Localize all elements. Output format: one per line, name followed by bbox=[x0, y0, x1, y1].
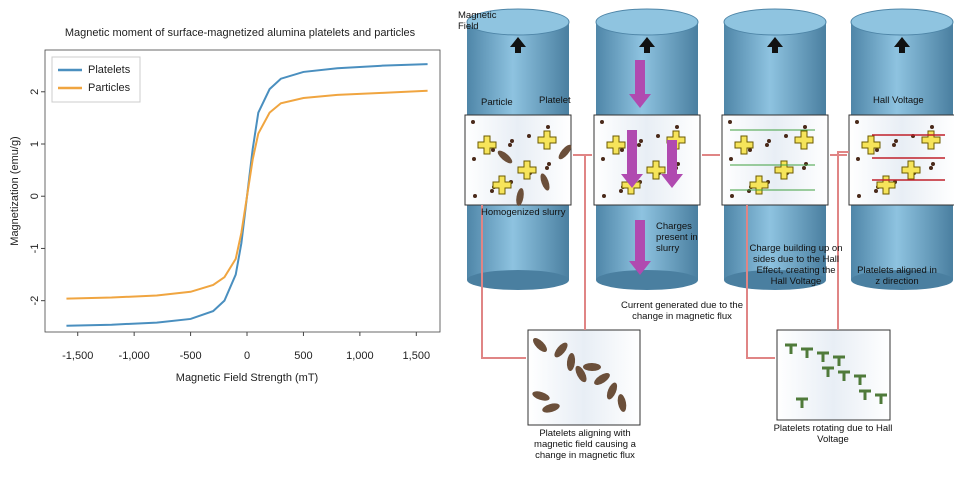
particle bbox=[856, 157, 860, 161]
y-tick-label: 2 bbox=[29, 89, 41, 95]
particle bbox=[930, 125, 934, 129]
legend-label: Particles bbox=[88, 82, 131, 94]
particle bbox=[600, 120, 604, 124]
slurry-box bbox=[594, 115, 700, 205]
particle bbox=[675, 125, 679, 129]
y-tick-label: 0 bbox=[29, 193, 41, 199]
cylinder-top bbox=[724, 9, 826, 35]
particle bbox=[619, 189, 623, 193]
y-tick-label: -2 bbox=[29, 296, 41, 306]
label: Platelets aligned in z direction bbox=[857, 265, 937, 287]
label: Current generated due to the change in m… bbox=[612, 300, 752, 322]
particle bbox=[803, 125, 807, 129]
connector bbox=[838, 152, 849, 330]
label: Platelets aligning with magnetic field c… bbox=[519, 428, 651, 461]
particle bbox=[728, 120, 732, 124]
label: Platelets rotating due to Hall Voltage bbox=[768, 423, 898, 445]
y-axis-label: Magnetization (emu/g) bbox=[9, 136, 21, 245]
figure-graphics: Magnetic moment of surface-magnetized al… bbox=[0, 0, 954, 478]
x-tick-label: 1,000 bbox=[346, 350, 374, 362]
x-tick-label: 0 bbox=[244, 350, 250, 362]
label: Homogenized slurry bbox=[481, 207, 565, 218]
x-tick-label: 1,500 bbox=[403, 350, 431, 362]
label: Particle bbox=[481, 97, 513, 108]
particle bbox=[931, 162, 935, 166]
label: Charges present in slurry bbox=[656, 221, 704, 254]
particle bbox=[894, 139, 898, 143]
slurry-box bbox=[465, 115, 571, 205]
particle bbox=[491, 148, 495, 152]
particle bbox=[639, 139, 643, 143]
label: Hall Voltage bbox=[873, 95, 924, 106]
particle bbox=[545, 166, 549, 170]
label: Magnetic Field bbox=[458, 10, 508, 32]
cylinder-top bbox=[596, 9, 698, 35]
particle bbox=[527, 134, 531, 138]
y-tick-label: 1 bbox=[29, 141, 41, 147]
y-tick-label: -1 bbox=[29, 244, 41, 254]
particle bbox=[473, 194, 477, 198]
x-tick-label: -1,000 bbox=[119, 350, 150, 362]
particle bbox=[508, 143, 512, 147]
particle bbox=[874, 189, 878, 193]
label: Platelet bbox=[539, 95, 571, 106]
label: Charge building up on sides due to the H… bbox=[748, 243, 844, 287]
legend-label: Platelets bbox=[88, 64, 131, 76]
x-tick-label: -1,500 bbox=[62, 350, 93, 362]
particle bbox=[857, 194, 861, 198]
particle bbox=[490, 189, 494, 193]
particle bbox=[620, 148, 624, 152]
particle bbox=[767, 139, 771, 143]
particle bbox=[855, 120, 859, 124]
particle bbox=[547, 162, 551, 166]
particle bbox=[472, 157, 476, 161]
particle bbox=[546, 125, 550, 129]
x-tick-label: -500 bbox=[180, 350, 202, 362]
particle bbox=[656, 134, 660, 138]
particle bbox=[765, 143, 769, 147]
particle bbox=[929, 166, 933, 170]
particle bbox=[602, 194, 606, 198]
chart-title: Magnetic moment of surface-magnetized al… bbox=[65, 27, 416, 39]
particle bbox=[875, 148, 879, 152]
x-tick-label: 500 bbox=[294, 350, 312, 362]
series-line bbox=[66, 91, 427, 299]
x-axis-label: Magnetic Field Strength (mT) bbox=[176, 372, 318, 384]
particle bbox=[637, 143, 641, 147]
cylinder-bottom bbox=[596, 270, 698, 290]
particle bbox=[784, 134, 788, 138]
particle bbox=[802, 166, 806, 170]
particle bbox=[471, 120, 475, 124]
cylinder-top bbox=[851, 9, 953, 35]
slurry-box bbox=[849, 115, 954, 205]
slurry-box bbox=[722, 115, 828, 205]
particle bbox=[729, 157, 733, 161]
figure: Magnetic moment of surface-magnetized al… bbox=[0, 0, 954, 478]
particle bbox=[748, 148, 752, 152]
particle bbox=[892, 143, 896, 147]
particle bbox=[730, 194, 734, 198]
particle bbox=[510, 139, 514, 143]
particle bbox=[601, 157, 605, 161]
